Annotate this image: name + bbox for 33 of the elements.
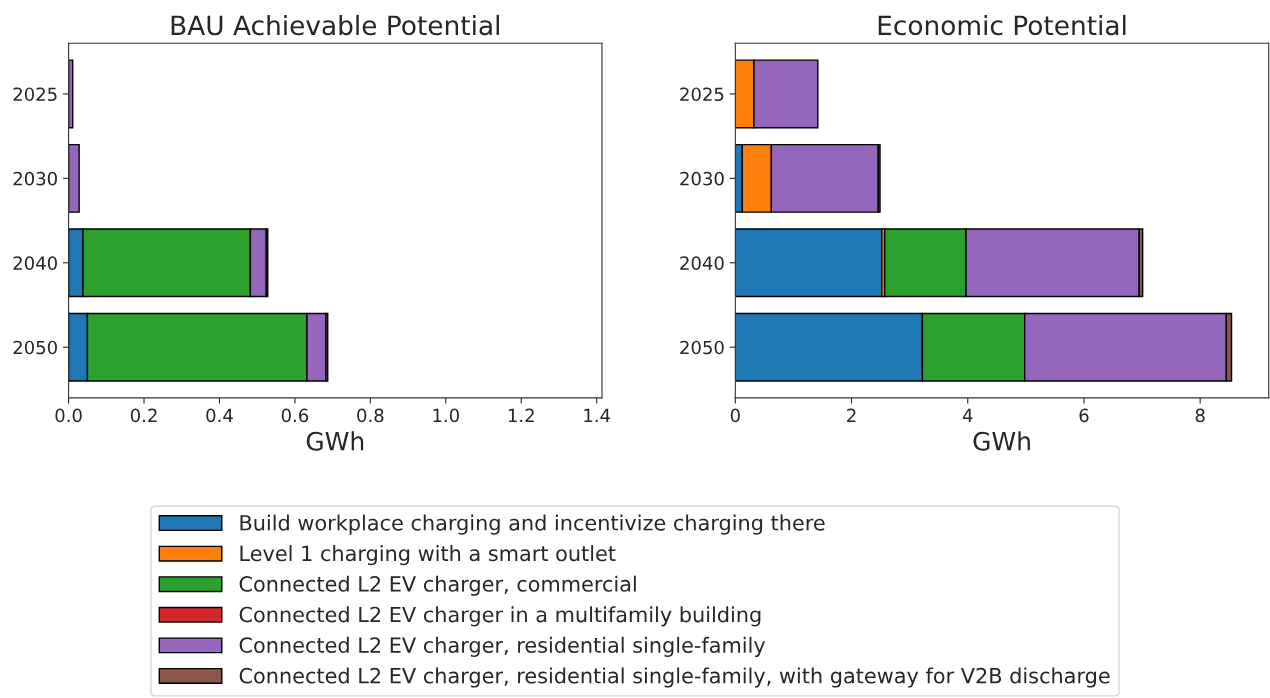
x-tick-label: 6 <box>1079 408 1089 423</box>
y-tick-label: 2030 <box>13 171 57 186</box>
x-tick-label: 0.8 <box>357 408 384 423</box>
legend-label: Connected L2 EV charger, commercial <box>239 575 636 596</box>
y-tick-label: 2040 <box>13 256 57 270</box>
x-tick-label: 0.6 <box>281 408 309 423</box>
y-tick-label: 2030 <box>680 171 724 186</box>
legend-label: Connected L2 EV charger, residential single-family, with gateway for V2B discharge <box>239 667 1110 688</box>
x-tick-label: 0.4 <box>206 408 233 423</box>
y-tick-label: 2050 <box>13 340 57 355</box>
x-tick-label: 0.2 <box>130 408 157 423</box>
x-axis-title: GWh <box>973 431 1030 451</box>
y-tick-label: 2025 <box>13 87 57 102</box>
chart-title: Economic Potential <box>878 14 1126 36</box>
x-tick-label: 1.4 <box>584 408 611 422</box>
x-tick-label: 8 <box>1195 408 1205 423</box>
y-tick-label: 2025 <box>680 87 724 102</box>
x-tick-label: 1.2 <box>508 408 534 422</box>
y-tick-label: 2050 <box>680 340 724 355</box>
x-tick-label: 0.0 <box>55 408 82 423</box>
legend-label: Connected L2 EV charger in a multifamily building <box>239 606 761 627</box>
x-tick-label: 4 <box>962 408 973 422</box>
bar <box>735 228 883 298</box>
legend-label: Connected L2 EV charger, residential single-family <box>239 636 766 657</box>
x-tick-label: 0 <box>730 408 740 423</box>
legend-label: Build workplace charging and incentivize charging there <box>240 514 825 535</box>
x-axis-title: GWh <box>306 431 364 451</box>
y-tick-label: 2040 <box>680 256 724 270</box>
x-tick-label: 2 <box>847 408 856 422</box>
x-tick-label: 1.0 <box>433 408 459 423</box>
legend-label: Level 1 charging with a smart outlet <box>240 545 616 566</box>
bar <box>68 143 80 213</box>
chart-title: BAU Achievable Potential <box>171 14 499 36</box>
